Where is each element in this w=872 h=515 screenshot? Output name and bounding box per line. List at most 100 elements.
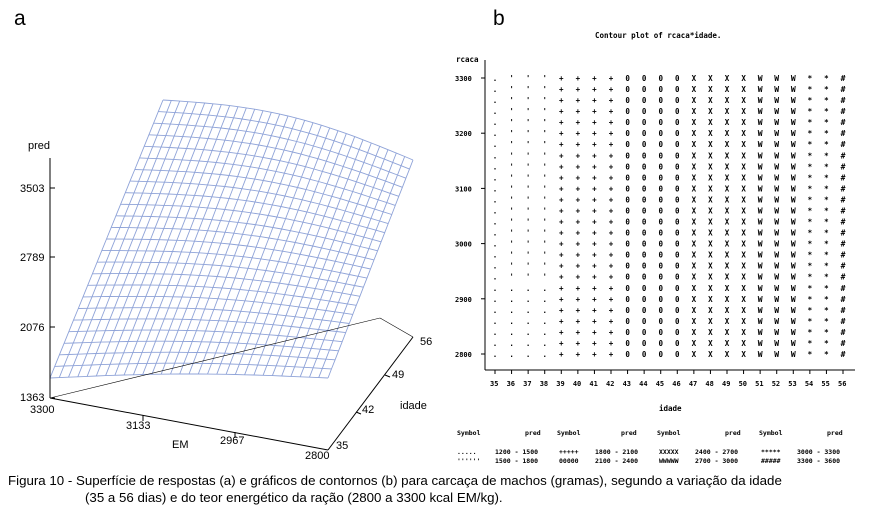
contour-symbol: # <box>841 195 846 204</box>
contour-symbol: + <box>592 162 597 171</box>
contour-symbol: # <box>841 85 846 94</box>
idade-tick-label: 42 <box>362 404 374 416</box>
contour-symbol: * <box>808 118 813 127</box>
contour-symbol: W <box>758 306 763 315</box>
contour-symbol: + <box>609 173 614 182</box>
x-tick-label: 46 <box>672 380 680 388</box>
contour-symbol: + <box>592 74 597 83</box>
contour-symbol: W <box>791 284 796 293</box>
contour-symbol: * <box>824 251 829 260</box>
legend-symbol: XXXXX <box>659 448 679 456</box>
contour-symbol: + <box>592 151 597 160</box>
contour-symbol: + <box>576 339 581 348</box>
contour-symbol: + <box>559 350 564 359</box>
contour-symbol: X <box>725 251 730 260</box>
contour-symbol: X <box>708 140 713 149</box>
z-axis-label: pred <box>28 140 50 152</box>
contour-symbol: * <box>824 107 829 116</box>
contour-symbol: W <box>774 273 779 282</box>
legend-header: Symbol <box>557 429 581 437</box>
contour-symbol: ' <box>542 129 547 138</box>
contour-symbol: X <box>708 129 713 138</box>
contour-symbol: X <box>692 162 697 171</box>
contour-symbol: X <box>725 229 730 238</box>
contour-symbol: X <box>741 262 746 271</box>
contour-symbol: . <box>526 295 531 304</box>
contour-symbol: + <box>576 195 581 204</box>
contour-symbol: X <box>708 350 713 359</box>
contour-symbol: + <box>609 295 614 304</box>
contour-symbol: ' <box>542 273 547 282</box>
contour-symbol: + <box>576 96 581 105</box>
contour-symbol: X <box>741 107 746 116</box>
x-tick-label: 50 <box>739 380 747 388</box>
contour-symbol: # <box>841 251 846 260</box>
contour-symbol: X <box>725 173 730 182</box>
contour-symbol: X <box>725 151 730 160</box>
contour-symbol: X <box>708 218 713 227</box>
contour-symbol: # <box>841 284 846 293</box>
contour-symbol: 0 <box>675 328 680 337</box>
contour-symbol: 0 <box>675 251 680 260</box>
contour-symbol: X <box>741 184 746 193</box>
contour-symbol: + <box>559 162 564 171</box>
contour-symbol: X <box>741 85 746 94</box>
contour-symbol: . <box>542 284 547 293</box>
contour-symbol: ' <box>509 240 514 249</box>
contour-symbol: 0 <box>675 339 680 348</box>
contour-symbol: W <box>758 262 763 271</box>
contour-symbol: 0 <box>675 195 680 204</box>
contour-symbol: . <box>493 350 498 359</box>
contour-symbol: + <box>609 129 614 138</box>
contour-symbol: 0 <box>675 162 680 171</box>
contour-symbol: . <box>493 251 498 260</box>
contour-symbol: + <box>559 328 564 337</box>
contour-symbol: X <box>692 184 697 193</box>
contour-symbol: 0 <box>625 129 630 138</box>
panel-b-letter: b <box>493 7 505 30</box>
contour-symbol: 0 <box>642 251 647 260</box>
contour-symbol: + <box>592 273 597 282</box>
contour-x-label: idade <box>659 404 682 413</box>
contour-symbol: 0 <box>642 339 647 348</box>
contour-symbol: X <box>708 317 713 326</box>
contour-symbol: ' <box>526 218 531 227</box>
contour-symbol: W <box>758 140 763 149</box>
contour-symbol: # <box>841 74 846 83</box>
contour-symbol: + <box>559 129 564 138</box>
contour-symbol: W <box>774 74 779 83</box>
contour-symbol: * <box>808 184 813 193</box>
contour-symbol: X <box>725 74 730 83</box>
contour-symbol: 0 <box>658 118 663 127</box>
contour-symbol: W <box>758 162 763 171</box>
contour-symbol: 0 <box>642 74 647 83</box>
em-tick-label: 3133 <box>126 420 150 432</box>
contour-symbol: # <box>841 240 846 249</box>
contour-symbol: + <box>576 306 581 315</box>
contour-symbol: W <box>758 184 763 193</box>
contour-symbol: X <box>692 129 697 138</box>
contour-symbol: 0 <box>675 151 680 160</box>
contour-symbol: ' <box>542 107 547 116</box>
contour-symbol: . <box>542 306 547 315</box>
contour-symbol: . <box>493 85 498 94</box>
contour-symbol: W <box>774 229 779 238</box>
legend-header: pred <box>621 429 637 437</box>
contour-symbol: + <box>609 350 614 359</box>
contour-symbol: . <box>509 295 514 304</box>
contour-symbol: W <box>774 173 779 182</box>
contour-symbol: # <box>841 339 846 348</box>
x-tick-label: 36 <box>507 380 515 388</box>
contour-symbol: 0 <box>642 262 647 271</box>
contour-symbol: X <box>708 339 713 348</box>
contour-symbol: 0 <box>625 151 630 160</box>
x-tick-label: 40 <box>573 380 581 388</box>
contour-symbol: + <box>576 85 581 94</box>
contour-symbol: 0 <box>675 273 680 282</box>
caption-line-1: Figura 10 - Superfície de respostas (a) … <box>8 473 782 488</box>
contour-symbol: 0 <box>658 195 663 204</box>
contour-symbol: W <box>774 251 779 260</box>
surface-grid-line <box>158 111 410 170</box>
contour-symbol: 0 <box>625 317 630 326</box>
contour-symbol: + <box>576 162 581 171</box>
